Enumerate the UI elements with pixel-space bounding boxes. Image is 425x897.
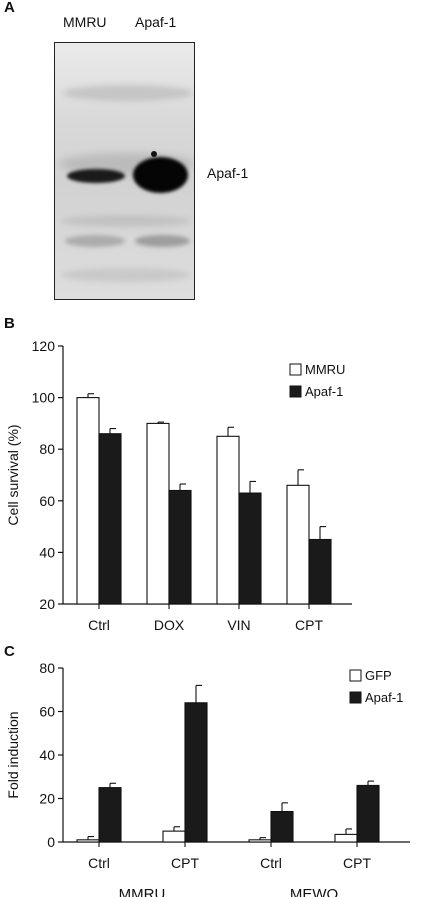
group-label-mmru: MMRU — [119, 886, 166, 897]
bar-apaf-1-ctrl-0 — [98, 787, 122, 843]
bar-apaf-1-cpt-1 — [184, 702, 208, 843]
bar-gfp-cpt-1 — [162, 830, 186, 843]
bar-mmru-dox-1 — [146, 422, 170, 605]
bar-mmru-ctrl-0 — [76, 397, 100, 605]
bar-gfp-ctrl-0 — [76, 839, 100, 843]
western-blot-image — [54, 42, 195, 300]
panel-a-letter: A — [4, 0, 15, 16]
chart-cell-survival: 20 40 60 80 100 120 Cell survival (%) Ctrl DOX VI… — [5, 338, 352, 633]
legend-swatch-mmru — [289, 363, 302, 376]
y-axis-title: Fold induction — [5, 711, 21, 798]
bar-mmru-vin-2 — [216, 435, 240, 605]
bar-apaf-1-cpt-3 — [308, 538, 332, 605]
x-tick-label: Ctrl — [260, 855, 282, 871]
bar-apaf-1-ctrl-0 — [98, 433, 122, 605]
x-tick-label: CPT — [343, 855, 371, 871]
chart-fold-induction: 0 20 40 60 80 Fold induction Ctrl CPT Ctrl CPT GFP… — [5, 660, 410, 897]
legend-label-apaf-1: Apaf-1 — [365, 690, 403, 705]
y-tick-label: 20 — [39, 596, 55, 612]
band-label-apaf1: Apaf-1 — [207, 165, 249, 181]
x-tick-label: Ctrl — [88, 617, 110, 633]
bar-gfp-ctrl-2 — [248, 839, 272, 843]
panel-c-letter: C — [4, 643, 15, 660]
legend-label-apaf-1: Apaf-1 — [305, 384, 343, 399]
x-tick-label: VIN — [227, 617, 250, 633]
bar-gfp-cpt-3 — [334, 833, 358, 843]
bar-apaf-1-vin-2 — [238, 492, 262, 605]
y-tick-label: 120 — [32, 338, 56, 354]
legend-label-gfp: GFP — [365, 668, 392, 683]
lane-label-mmru: MMRU — [63, 14, 107, 30]
y-tick-label: 60 — [39, 493, 55, 509]
bar-apaf-1-dox-1 — [168, 489, 192, 605]
y-tick-label: 0 — [47, 834, 55, 850]
y-tick-label: 80 — [39, 660, 55, 676]
x-tick-label: DOX — [154, 617, 185, 633]
x-tick-label: CPT — [295, 617, 323, 633]
lane-label-apaf1: Apaf-1 — [135, 14, 177, 30]
panel-b-letter: B — [4, 315, 15, 332]
bar-apaf-1-ctrl-2 — [270, 811, 294, 843]
y-tick-label: 20 — [39, 791, 55, 807]
x-tick-label: CPT — [171, 855, 199, 871]
y-tick-label: 40 — [39, 544, 55, 560]
y-tick-label: 80 — [39, 441, 55, 457]
bar-mmru-cpt-3 — [286, 484, 310, 605]
x-tick-label: Ctrl — [88, 855, 110, 871]
y-tick-label: 60 — [39, 704, 55, 720]
legend-swatch-apaf-1 — [289, 385, 302, 398]
legend-swatch-apaf-1 — [349, 691, 362, 704]
legend-label-mmru: MMRU — [305, 362, 345, 377]
group-label-mewo: MEWO — [290, 886, 338, 897]
bar-apaf-1-cpt-3 — [356, 784, 380, 843]
legend-swatch-gfp — [349, 669, 362, 682]
y-tick-label: 40 — [39, 747, 55, 763]
y-tick-label: 100 — [32, 390, 56, 406]
y-axis-title: Cell survival (%) — [5, 424, 21, 525]
